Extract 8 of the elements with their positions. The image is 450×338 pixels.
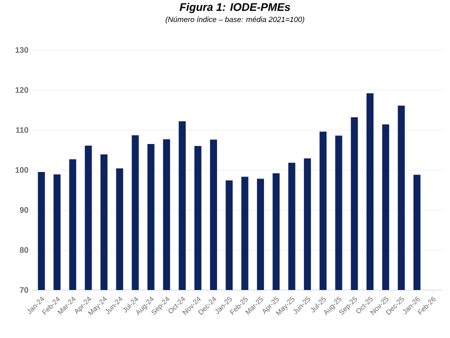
y-tick-label: 110 <box>16 127 28 133</box>
y-tick-label: 130 <box>16 47 28 53</box>
y-tick-label: 70 <box>20 287 28 293</box>
y-tick-label: 90 <box>20 207 28 213</box>
y-tick-label: 100 <box>16 167 28 173</box>
y-tick-label: 120 <box>16 87 28 93</box>
chart-title: Figura 1: IODE-PMEs <box>180 2 290 14</box>
y-tick-label: 80 <box>20 247 28 253</box>
